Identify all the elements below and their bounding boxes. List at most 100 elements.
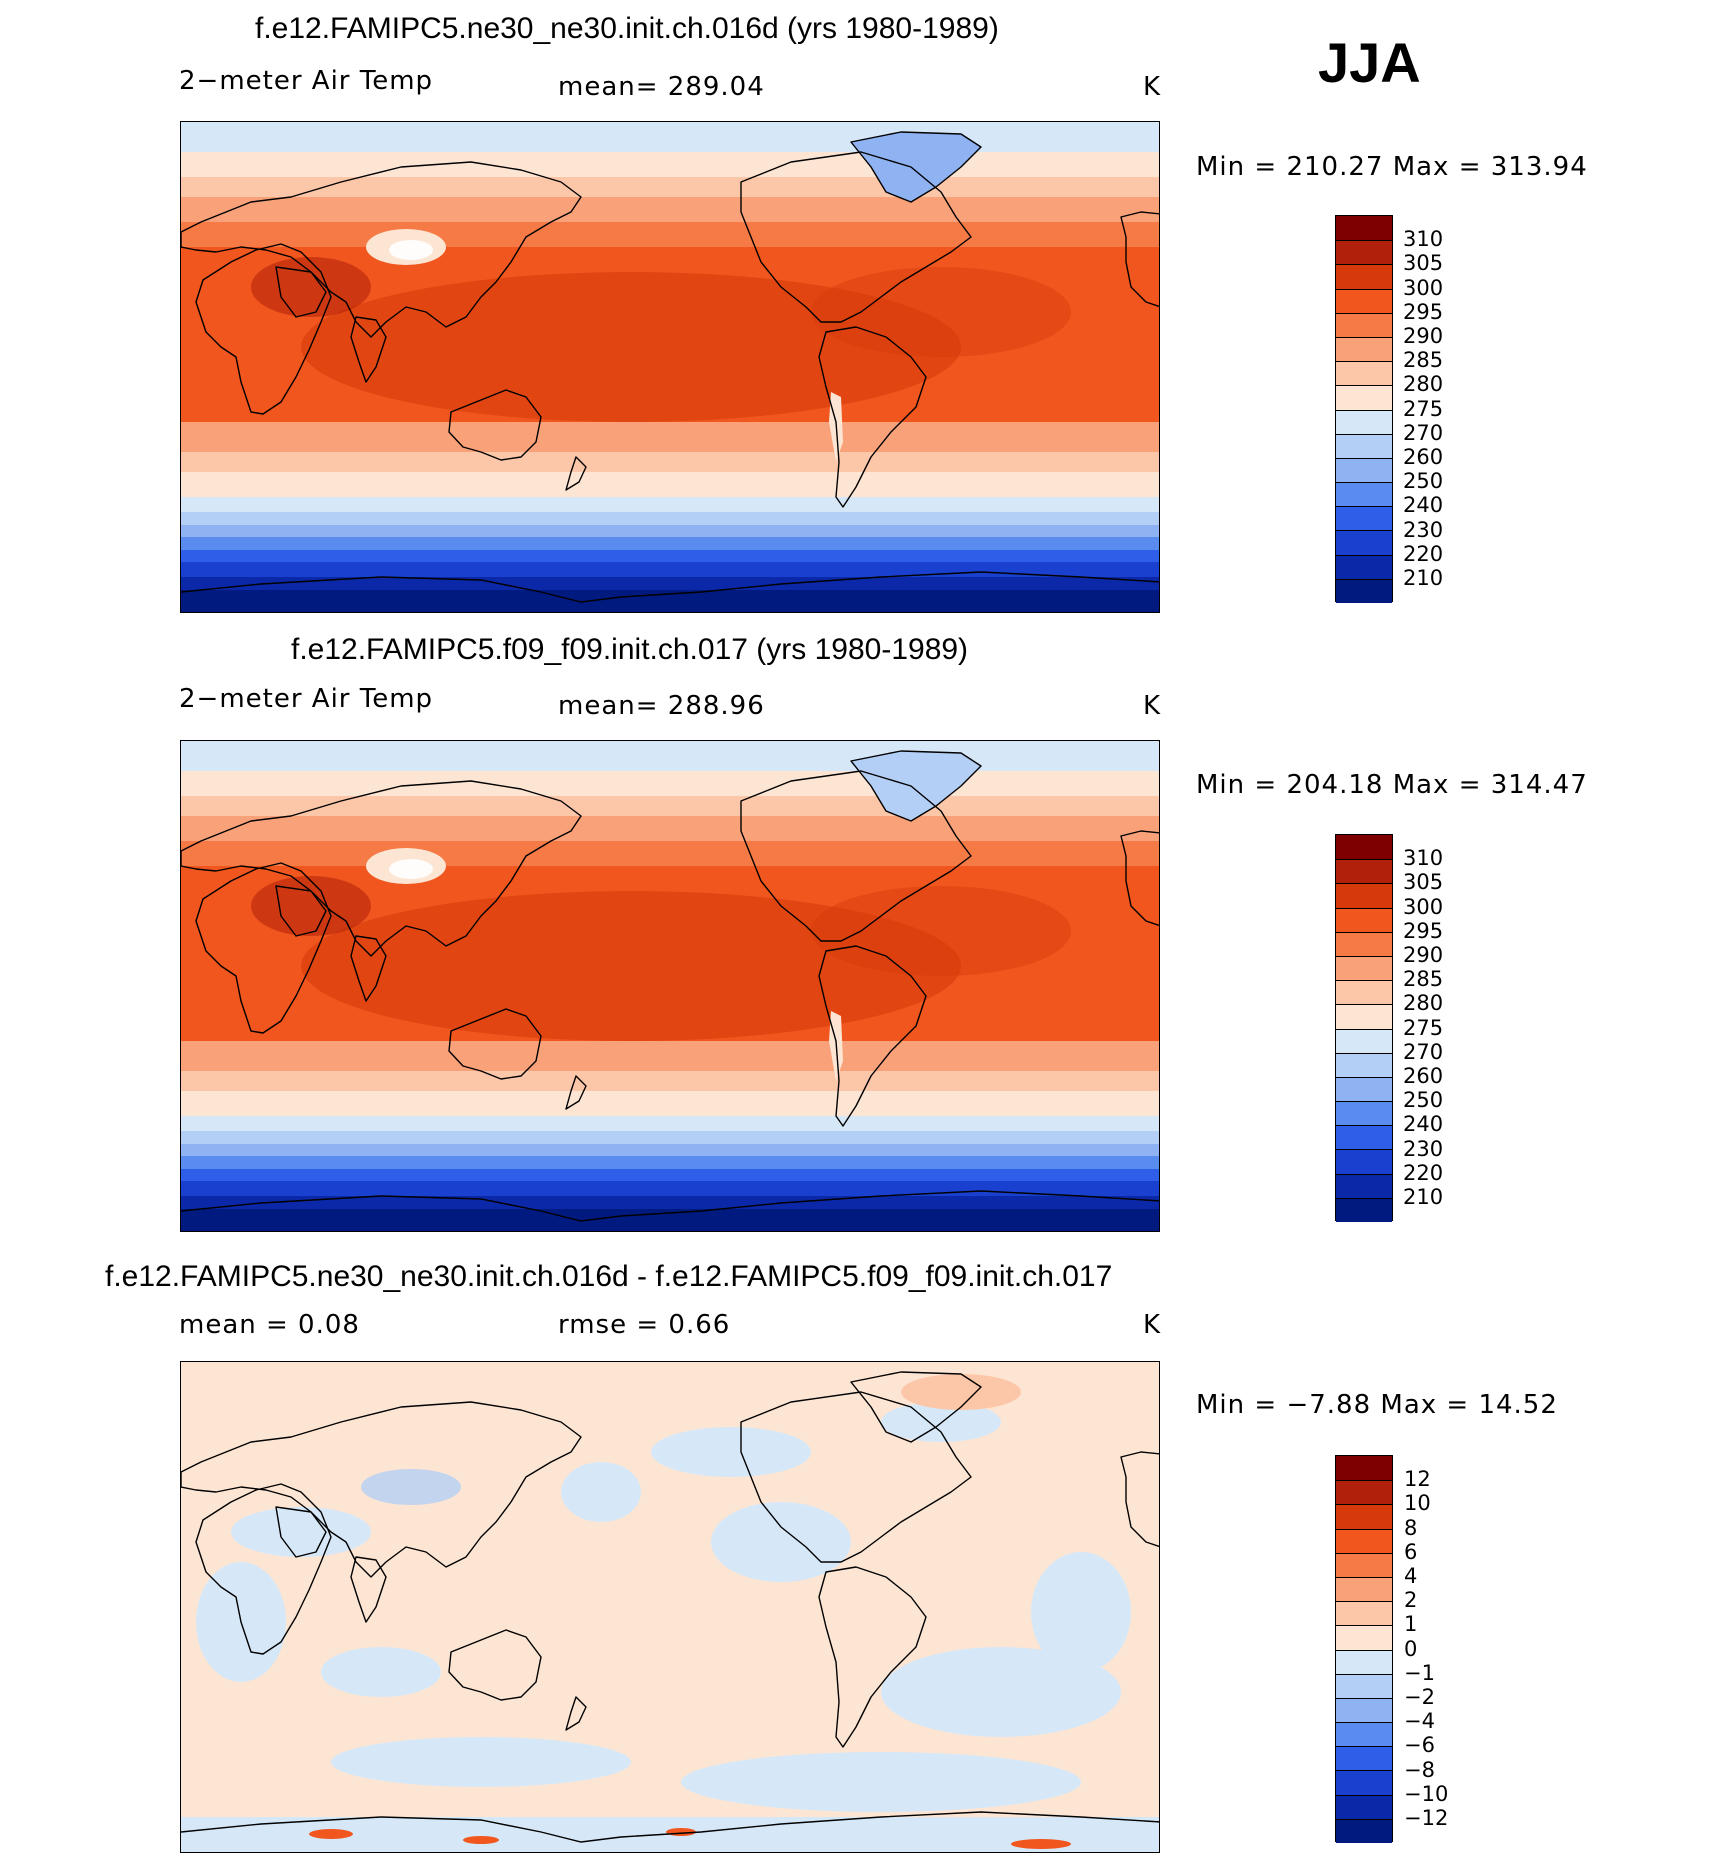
- colorbar-tick-label: 300: [1403, 894, 1444, 919]
- colorbar-tick-label: 250: [1403, 1088, 1444, 1113]
- panel1-variable-label: 2−meter Air Temp: [179, 66, 434, 96]
- colorbar-tick-label: 0: [1404, 1636, 1418, 1661]
- colorbar-tick-label: 305: [1403, 870, 1444, 895]
- colorbar-tick-label: 290: [1403, 943, 1444, 967]
- colorbar-tick-label: 285: [1403, 967, 1444, 992]
- colorbar-swatch: [1336, 1125, 1392, 1150]
- colorbar-swatch: [1336, 1818, 1392, 1843]
- colorbar-tick-label: 250: [1403, 469, 1444, 494]
- colorbar-tick-label: 2: [1404, 1588, 1418, 1613]
- colorbar-swatch: [1336, 1028, 1392, 1053]
- colorbar-tick-label: 310: [1403, 227, 1444, 252]
- colorbar-tick-label: 280: [1403, 991, 1444, 1016]
- colorbar-swatch: [1336, 1004, 1392, 1029]
- colorbar-swatch: [1336, 1149, 1392, 1174]
- colorbar-tick-label: 275: [1403, 1015, 1444, 1040]
- colorbar-tick-label: 210: [1403, 1185, 1444, 1209]
- colorbar-tick-label: −1: [1404, 1660, 1435, 1685]
- colorbar-swatch: [1336, 312, 1392, 337]
- panel2-units: K: [1143, 691, 1162, 721]
- colorbar-tick-label: 310: [1403, 846, 1444, 871]
- colorbar-swatch: [1336, 1173, 1392, 1198]
- colorbar-tick-label: 295: [1403, 918, 1444, 943]
- colorbar-tick-label: 300: [1403, 275, 1444, 300]
- panel1-title: f.e12.FAMIPC5.ne30_ne30.init.ch.016d (yr…: [255, 12, 999, 45]
- colorbar-swatch: [1336, 1601, 1392, 1626]
- colorbar-swatch: [1336, 1746, 1392, 1771]
- panel3-units: K: [1143, 1310, 1162, 1340]
- colorbar-swatch: [1336, 955, 1392, 981]
- colorbar-tick-label: 295: [1403, 299, 1444, 324]
- colorbar-tick-label: 285: [1403, 348, 1444, 373]
- panel1-units: K: [1143, 72, 1162, 102]
- colorbar-tick-label: 6: [1404, 1539, 1418, 1564]
- colorbar-swatch: [1336, 1101, 1392, 1126]
- colorbar-swatch: [1336, 1504, 1392, 1529]
- colorbar-swatch: [1336, 216, 1392, 241]
- colorbar-tick-label: 230: [1403, 517, 1444, 542]
- colorbar-tick-label: 10: [1404, 1491, 1431, 1516]
- colorbar-tick-label: 12: [1404, 1467, 1431, 1492]
- colorbar-tick-label: −4: [1404, 1709, 1435, 1734]
- colorbar-tick-label: 4: [1404, 1564, 1418, 1588]
- colorbar-tick-label: 270: [1403, 420, 1444, 445]
- colorbar-tick-label: −10: [1404, 1781, 1449, 1806]
- colorbar-swatch: [1336, 1052, 1392, 1077]
- colorbar-tick-label: 8: [1404, 1515, 1418, 1540]
- colorbar-swatch: [1336, 1794, 1392, 1819]
- panel3-map: [180, 1361, 1160, 1853]
- colorbar-tick-label: 240: [1403, 493, 1444, 518]
- colorbar-tick-label: 305: [1403, 251, 1444, 276]
- colorbar-tick-label: 240: [1403, 1112, 1444, 1137]
- colorbar-tick-label: 210: [1403, 566, 1444, 590]
- colorbar-swatch: [1336, 1697, 1392, 1723]
- colorbar-swatch: [1336, 554, 1392, 579]
- colorbar-swatch: [1336, 1770, 1392, 1795]
- panel2-title: f.e12.FAMIPC5.f09_f09.init.ch.017 (yrs 1…: [291, 633, 969, 666]
- colorbar-swatch: [1336, 1625, 1392, 1650]
- panel2-minmax: Min = 204.18 Max = 314.47: [1196, 770, 1588, 800]
- colorbar-swatch: [1336, 506, 1392, 531]
- colorbar-tick-label: −8: [1404, 1757, 1435, 1782]
- colorbar-tick-label: −12: [1404, 1806, 1449, 1830]
- colorbar-swatch: [1336, 980, 1392, 1005]
- colorbar-swatch: [1336, 1649, 1392, 1674]
- colorbar-swatch: [1336, 1722, 1392, 1747]
- colorbar-swatch: [1336, 1480, 1392, 1505]
- panel3-colorbar: [1335, 1455, 1393, 1843]
- colorbar-swatch: [1336, 883, 1392, 908]
- colorbar-swatch: [1336, 578, 1392, 603]
- colorbar-tick-label: 220: [1403, 541, 1444, 566]
- colorbar-tick-label: 230: [1403, 1136, 1444, 1161]
- colorbar-swatch: [1336, 288, 1392, 313]
- colorbar-swatch: [1336, 264, 1392, 289]
- colorbar-swatch: [1336, 433, 1392, 458]
- panel3-title: f.e12.FAMIPC5.ne30_ne30.init.ch.016d - f…: [105, 1260, 1113, 1293]
- colorbar-swatch: [1336, 240, 1392, 265]
- colorbar-swatch: [1336, 1552, 1392, 1577]
- colorbar-swatch: [1336, 1076, 1392, 1102]
- colorbar-swatch: [1336, 409, 1392, 434]
- panel1-mean-label: mean= 289.04: [558, 72, 765, 102]
- colorbar-tick-label: 290: [1403, 324, 1444, 348]
- colorbar-tick-label: −2: [1404, 1685, 1435, 1709]
- colorbar-tick-label: −6: [1404, 1733, 1435, 1758]
- colorbar-tick-label: 220: [1403, 1160, 1444, 1185]
- panel1-minmax: Min = 210.27 Max = 313.94: [1196, 152, 1588, 182]
- colorbar-tick-label: 270: [1403, 1039, 1444, 1064]
- colorbar-swatch: [1336, 835, 1392, 860]
- season-label: JJA: [1318, 31, 1421, 94]
- colorbar-swatch: [1336, 385, 1392, 410]
- panel3-mean-label: mean = 0.08: [179, 1310, 360, 1340]
- colorbar-swatch: [1336, 859, 1392, 884]
- panel1-colorbar: [1335, 215, 1393, 603]
- colorbar-swatch: [1336, 1576, 1392, 1602]
- colorbar-swatch: [1336, 361, 1392, 386]
- colorbar-swatch: [1336, 482, 1392, 507]
- colorbar-tick-label: 1: [1404, 1612, 1418, 1637]
- colorbar-swatch: [1336, 457, 1392, 483]
- colorbar-swatch: [1336, 907, 1392, 932]
- colorbar-swatch: [1336, 1528, 1392, 1553]
- colorbar-swatch: [1336, 1673, 1392, 1698]
- panel2-mean-label: mean= 288.96: [558, 691, 765, 721]
